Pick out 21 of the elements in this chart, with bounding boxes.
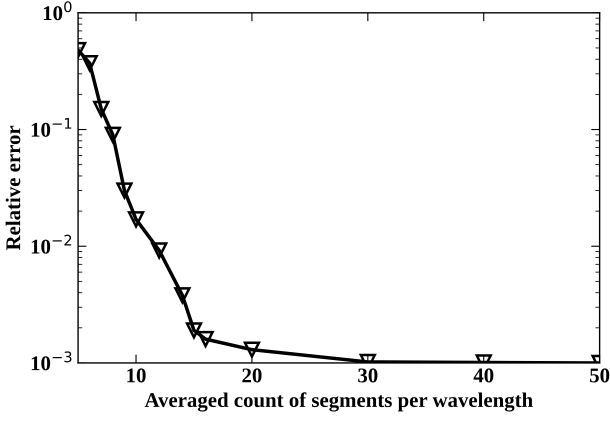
y-tick-label: 10$^{0}$ <box>44 1 72 20</box>
point <box>81 55 98 72</box>
point <box>244 341 260 358</box>
point <box>104 126 122 144</box>
point <box>197 330 214 348</box>
point <box>174 287 191 304</box>
point <box>151 242 168 259</box>
y-tick-label: 10$^{−3}$ <box>32 351 72 370</box>
point <box>93 100 110 118</box>
x-tick-label: 20 <box>242 368 262 382</box>
point <box>186 322 202 339</box>
point <box>128 211 144 228</box>
x-tick-label: 30 <box>358 368 378 382</box>
x-tick-label: 40 <box>474 368 494 382</box>
x-tick-label: 50 <box>590 368 610 382</box>
y-tick-label: 10$^{−2}$ <box>32 234 72 254</box>
x-axis-title: Averaged count of segments per wavelength <box>144 392 533 412</box>
y-tick-label: 10$^{−1}$ <box>32 118 72 137</box>
point <box>116 182 133 199</box>
y-axis-title: Relative error <box>6 126 20 250</box>
x-tick-label: 10 <box>127 368 146 382</box>
